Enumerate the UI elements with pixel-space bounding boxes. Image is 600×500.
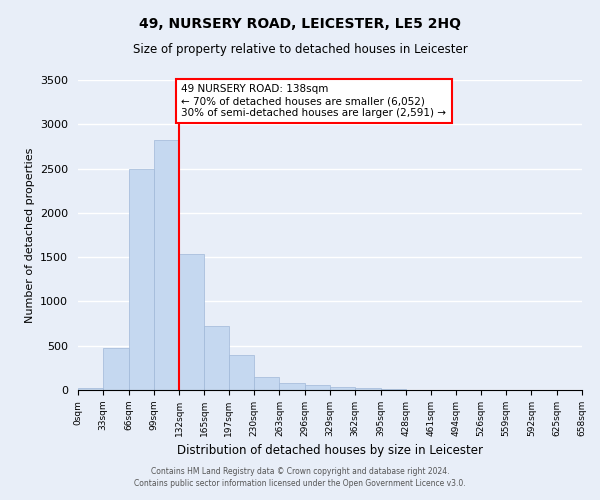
Bar <box>179 254 205 390</box>
Bar <box>254 376 280 390</box>
Bar <box>205 326 229 390</box>
Bar <box>229 356 254 390</box>
Bar <box>154 140 179 390</box>
Bar <box>330 388 355 390</box>
Bar <box>355 388 380 390</box>
Y-axis label: Number of detached properties: Number of detached properties <box>25 148 35 322</box>
Bar <box>103 348 128 390</box>
Bar <box>380 389 406 390</box>
Text: 49 NURSERY ROAD: 138sqm
← 70% of detached houses are smaller (6,052)
30% of semi: 49 NURSERY ROAD: 138sqm ← 70% of detache… <box>181 84 446 117</box>
Text: Contains HM Land Registry data © Crown copyright and database right 2024.: Contains HM Land Registry data © Crown c… <box>151 467 449 476</box>
Text: 49, NURSERY ROAD, LEICESTER, LE5 2HQ: 49, NURSERY ROAD, LEICESTER, LE5 2HQ <box>139 18 461 32</box>
Text: Size of property relative to detached houses in Leicester: Size of property relative to detached ho… <box>133 42 467 56</box>
Bar <box>128 168 154 390</box>
Text: Contains public sector information licensed under the Open Government Licence v3: Contains public sector information licen… <box>134 478 466 488</box>
Bar <box>280 384 305 390</box>
Bar <box>78 388 103 390</box>
X-axis label: Distribution of detached houses by size in Leicester: Distribution of detached houses by size … <box>177 444 483 458</box>
Bar <box>305 385 330 390</box>
